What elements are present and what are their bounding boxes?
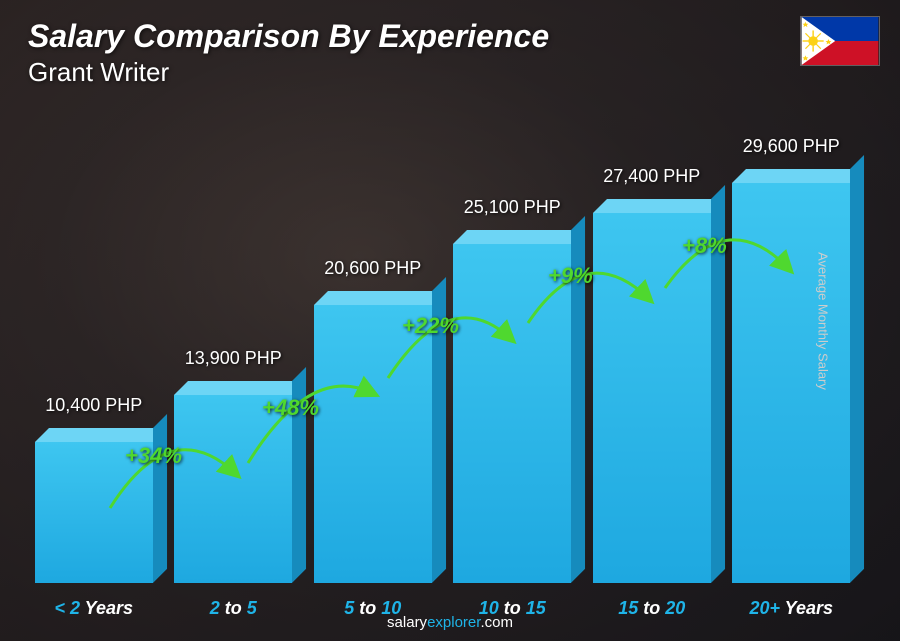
bar-value-label: 29,600 PHP [743,136,840,157]
bar-group-1: 13,900 PHP2 to 5 [170,348,298,583]
bar [314,305,432,583]
footer-post: .com [480,614,513,631]
delta-label-3: +9% [548,263,593,289]
bar-value-label: 25,100 PHP [464,197,561,218]
salary-bar-chart: 10,400 PHP< 2 Years13,900 PHP2 to 520,60… [30,103,855,583]
bar-value-label: 20,600 PHP [324,258,421,279]
bar-group-2: 20,600 PHP5 to 10 [309,258,437,583]
bar-value-label: 13,900 PHP [185,348,282,369]
footer-highlight: explorer [427,614,480,631]
bar [732,183,850,583]
bar-value-label: 27,400 PHP [603,166,700,187]
y-axis-label: Average Monthly Salary [816,252,831,390]
delta-label-1: +48% [262,395,319,421]
bar-group-4: 27,400 PHP15 to 20 [588,166,716,583]
page-subtitle: Grant Writer [28,57,549,88]
bar-group-3: 25,100 PHP10 to 15 [449,197,577,583]
philippines-flag-icon [800,16,880,66]
bar [453,244,571,583]
bar-value-label: 10,400 PHP [45,395,142,416]
delta-label-4: +8% [682,233,727,259]
header: Salary Comparison By Experience Grant Wr… [28,18,549,88]
bar [593,213,711,583]
bar-group-5: 29,600 PHP20+ Years [728,136,856,583]
footer-pre: salary [387,614,427,631]
footer-attribution: salaryexplorer.com [0,614,900,631]
bar-group-0: 10,400 PHP< 2 Years [30,395,158,583]
bar [174,395,292,583]
page-title: Salary Comparison By Experience [28,18,549,55]
delta-label-2: +22% [402,313,459,339]
delta-label-0: +34% [125,443,182,469]
